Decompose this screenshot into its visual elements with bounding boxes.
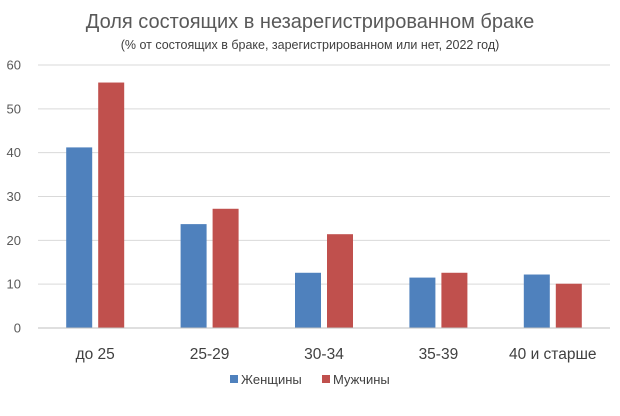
bar-men bbox=[212, 208, 239, 328]
bar-women bbox=[295, 272, 321, 328]
y-tick-label: 10 bbox=[7, 277, 21, 292]
y-tick-label: 0 bbox=[14, 321, 21, 336]
x-tick-label: 30-34 bbox=[304, 346, 344, 363]
x-tick-label: до 25 bbox=[76, 346, 115, 363]
legend-label: Женщины bbox=[241, 372, 302, 387]
bar-women bbox=[523, 274, 550, 328]
gridlines bbox=[38, 64, 610, 285]
bar-women bbox=[66, 147, 93, 328]
legend: Женщины Мужчины bbox=[230, 372, 390, 387]
legend-label: Мужчины bbox=[333, 372, 390, 387]
legend-swatch bbox=[322, 375, 330, 383]
y-tick-label: 40 bbox=[7, 145, 21, 160]
x-tick-label: 25-29 bbox=[190, 346, 230, 363]
bar-men bbox=[98, 82, 125, 329]
chart-subtitle: (% от состоящих в браке, зарегистрирован… bbox=[121, 38, 500, 52]
x-tick-label: 40 и старше bbox=[509, 346, 596, 363]
y-tick-label: 30 bbox=[7, 189, 21, 204]
bar-men bbox=[441, 272, 468, 328]
y-tick-label: 20 bbox=[7, 233, 21, 248]
legend-swatch bbox=[230, 375, 238, 383]
x-tick-label: 35-39 bbox=[419, 346, 459, 363]
y-tick-label: 50 bbox=[7, 101, 21, 116]
x-axis-ticks: до 25 25-29 30-34 35-39 40 и старше bbox=[76, 346, 597, 363]
bar-women bbox=[409, 277, 436, 328]
y-tick-label: 60 bbox=[7, 58, 21, 73]
bars bbox=[66, 82, 582, 329]
bar-women bbox=[180, 224, 207, 328]
y-axis-ticks: 0 10 20 30 40 50 60 bbox=[7, 58, 21, 336]
bar-men bbox=[555, 283, 582, 328]
bar-men bbox=[327, 234, 353, 328]
chart-title: Доля состоящих в незарегистрированном бр… bbox=[86, 11, 534, 33]
